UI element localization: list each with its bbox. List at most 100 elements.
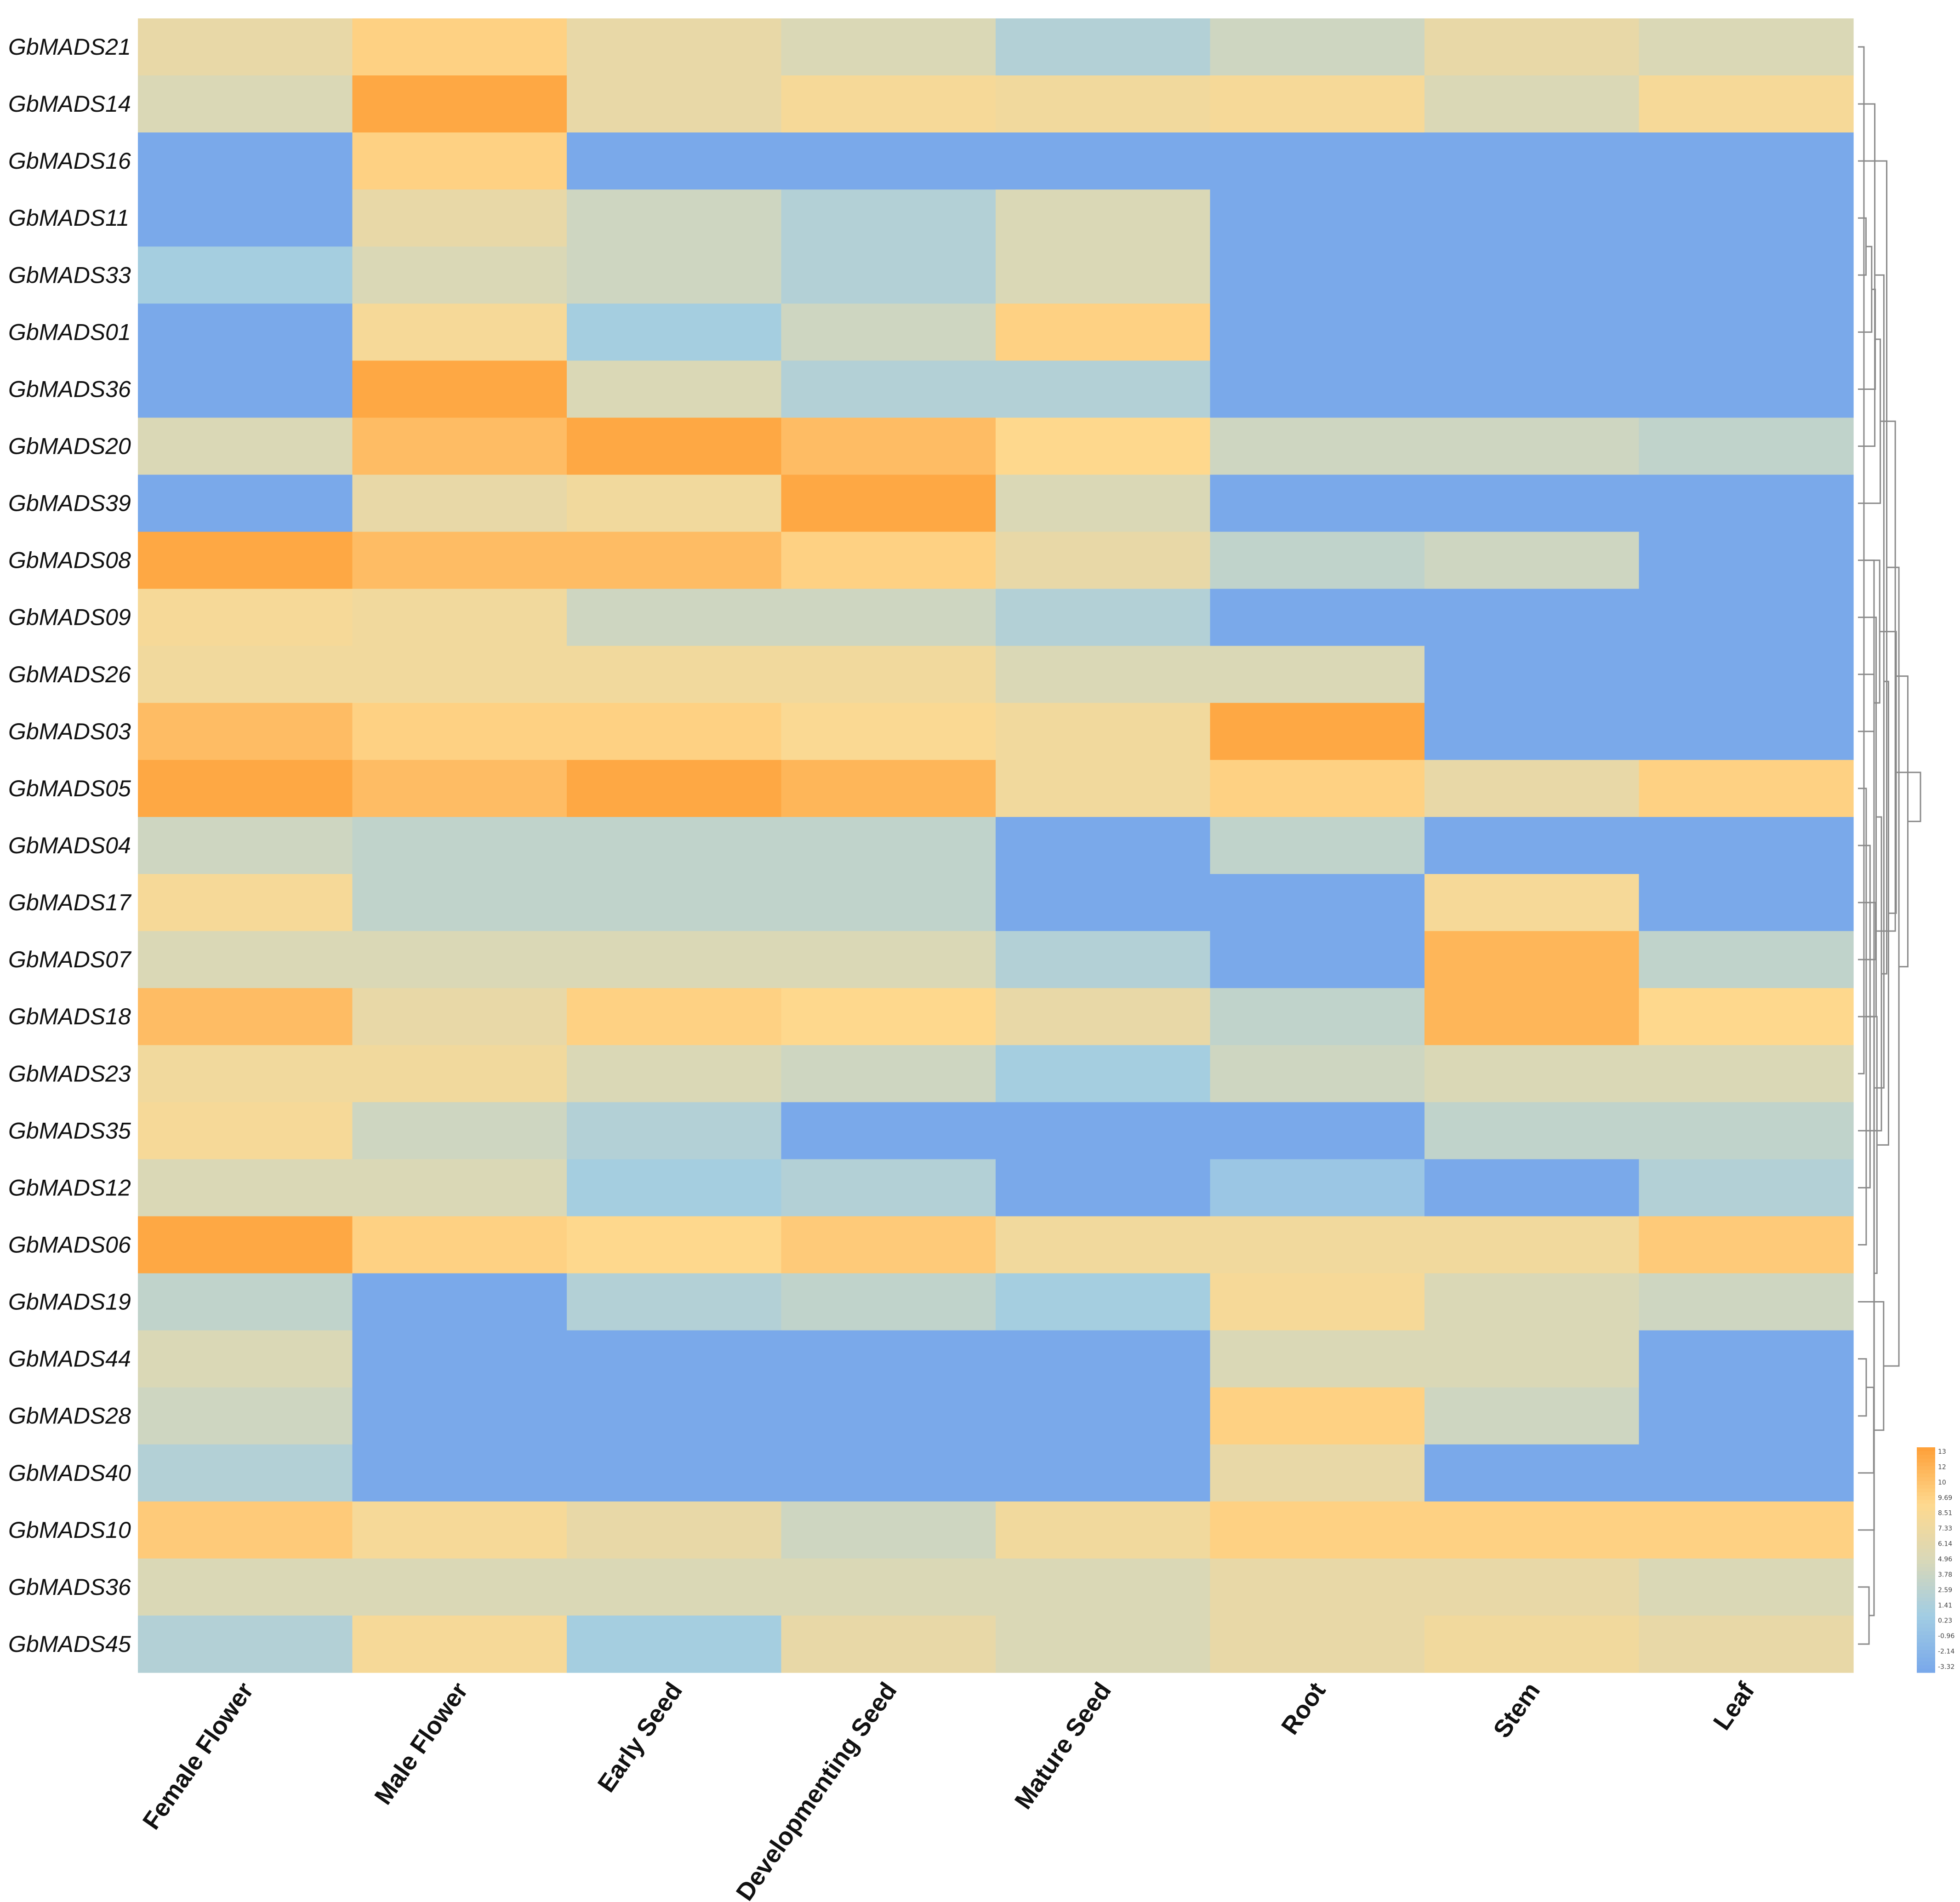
heatmap-cell (567, 588, 782, 646)
heatmap-cell (781, 931, 996, 988)
heatmap-cell (1210, 132, 1425, 190)
heatmap-cell (567, 246, 782, 304)
heatmap-cell (781, 1273, 996, 1331)
heatmap-cell (1210, 1501, 1425, 1559)
heatmap-cell (1210, 75, 1425, 133)
legend-swatch (1917, 1552, 1935, 1557)
legend-swatch (1917, 1511, 1935, 1515)
heatmap-cell (567, 931, 782, 988)
column-label: Leaf (1708, 1677, 1760, 1735)
column-label: Male Flower (369, 1677, 473, 1810)
heatmap-cell (1639, 360, 1854, 418)
dendrogram-branch (1858, 338, 1881, 504)
heatmap-cell (1210, 817, 1425, 874)
heatmap-cell (996, 1273, 1211, 1331)
heatmap-cell (352, 246, 567, 304)
heatmap-cell (352, 760, 567, 817)
heatmap-cell (1424, 474, 1640, 532)
legend-swatch (1917, 1575, 1935, 1579)
row-label: GbMADS14 (8, 91, 131, 117)
heatmap-cell (352, 703, 567, 760)
heatmap-cell (138, 132, 353, 190)
heatmap-cell (1210, 1387, 1425, 1445)
legend-swatch (1917, 1623, 1935, 1628)
heatmap-cell (567, 189, 782, 247)
heatmap-cell (352, 1615, 567, 1673)
row-dendrogram (1858, 46, 1921, 1645)
heatmap-cell (1639, 1501, 1854, 1559)
heatmap-cell (996, 246, 1211, 304)
legend-swatch (1917, 1578, 1935, 1583)
heatmap-cell (996, 75, 1211, 133)
heatmap-cell (1210, 474, 1425, 532)
heatmap-cell (352, 931, 567, 988)
legend-swatch (1917, 1646, 1935, 1651)
heatmap-cell (352, 1273, 567, 1331)
heatmap-cell (138, 1444, 353, 1502)
heatmap-cell (138, 1045, 353, 1102)
heatmap-cell (1424, 1216, 1640, 1274)
legend-tick-label: -3.32 (1938, 1663, 1954, 1671)
heatmap-cell (781, 760, 996, 817)
heatmap-cell (352, 1444, 567, 1502)
legend-swatch (1917, 1571, 1935, 1576)
legend-swatch (1917, 1635, 1935, 1639)
legend-swatch (1917, 1594, 1935, 1598)
heatmap-cell (352, 132, 567, 190)
heatmap-cell (1639, 1159, 1854, 1217)
row-label: GbMADS26 (8, 662, 131, 687)
legend-swatch (1917, 1530, 1935, 1534)
heatmap-cell (567, 1615, 782, 1673)
heatmap-cell (567, 303, 782, 361)
heatmap-cell (781, 588, 996, 646)
heatmap-cell (352, 988, 567, 1045)
heatmap-cell (352, 1501, 567, 1559)
heatmap-cell (781, 1615, 996, 1673)
heatmap-cell (138, 1273, 353, 1331)
heatmap-cell (1424, 817, 1640, 874)
legend-swatch (1917, 1537, 1935, 1542)
row-label: GbMADS19 (8, 1289, 131, 1315)
heatmap-cell (567, 645, 782, 703)
heatmap-cell (1424, 931, 1640, 988)
heatmap-cell (567, 1330, 782, 1388)
legend-swatch (1917, 1541, 1935, 1545)
legend-swatch (1917, 1609, 1935, 1613)
heatmap-cell (996, 703, 1211, 760)
legend-swatch (1917, 1470, 1935, 1474)
row-labels: GbMADS21 GbMADS14 GbMADS16 GbMADS11 GbMADS33… (8, 34, 132, 1657)
heatmap-cell (781, 817, 996, 874)
legend-tick-label: 0.23 (1938, 1617, 1952, 1625)
heatmap-cell (138, 988, 353, 1045)
legend-swatch (1917, 1642, 1935, 1647)
legend-swatch (1917, 1451, 1935, 1455)
row-label: GbMADS09 (8, 605, 131, 630)
heatmap-cell (781, 988, 996, 1045)
heatmap-cell (781, 1558, 996, 1616)
legend-swatch (1917, 1601, 1935, 1605)
heatmap-cell (352, 1558, 567, 1616)
heatmap-cell (352, 189, 567, 247)
legend-swatch (1917, 1503, 1935, 1508)
heatmap-cell (1639, 1102, 1854, 1159)
legend-swatch (1917, 1474, 1935, 1478)
heatmap-cell (1639, 189, 1854, 247)
heatmap-cell (567, 703, 782, 760)
heatmap-cell (1639, 1558, 1854, 1616)
legend-swatch (1917, 1455, 1935, 1459)
heatmap-cell (1210, 588, 1425, 646)
heatmap-cell (352, 18, 567, 76)
heatmap-cell (1639, 817, 1854, 874)
heatmap-cell (1424, 1615, 1640, 1673)
legend-tick-label: 1.41 (1938, 1602, 1952, 1609)
heatmap-cell (352, 417, 567, 475)
heatmap-cell (567, 132, 782, 190)
heatmap-cell (567, 75, 782, 133)
heatmap-cell (1424, 417, 1640, 475)
heatmap-cell (138, 1102, 353, 1159)
heatmap-cell (567, 1558, 782, 1616)
heatmap-cell (781, 1216, 996, 1274)
heatmap-cell (1210, 760, 1425, 817)
heatmap-cell (996, 1045, 1211, 1102)
heatmap-cell (1424, 988, 1640, 1045)
